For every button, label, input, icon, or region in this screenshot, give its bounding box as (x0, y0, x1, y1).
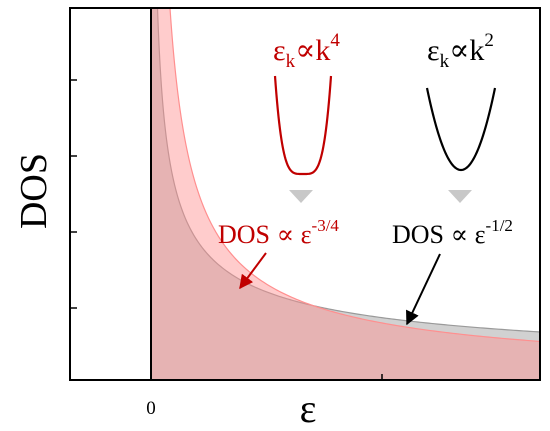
dos-quadratic-label: DOS ∝ ε-1/2 (392, 216, 513, 249)
quadratic-dispersion-curve (425, 87, 497, 172)
dos-curve-series-0 (169, 8, 540, 343)
x-axis-label: ε (300, 386, 317, 431)
x-tick-label-0: 0 (146, 398, 156, 419)
x-ticks (150, 374, 383, 380)
y-ticks (70, 79, 77, 309)
quadratic-dispersion-label: εk∝k2 (427, 30, 494, 72)
quartic-dispersion-curve (273, 75, 333, 176)
plot-frame (69, 7, 541, 381)
quadratic-arrow (406, 253, 441, 326)
quartic-dispersion-label: εk∝k4 (273, 30, 340, 72)
y-axis-label: DOS (13, 153, 55, 229)
quartic-indicator-triangle (289, 190, 313, 203)
quartic-arrow (239, 252, 267, 290)
quadratic-indicator-triangle (448, 190, 472, 203)
dos-quartic-label: DOS ∝ ε-3/4 (218, 216, 339, 249)
